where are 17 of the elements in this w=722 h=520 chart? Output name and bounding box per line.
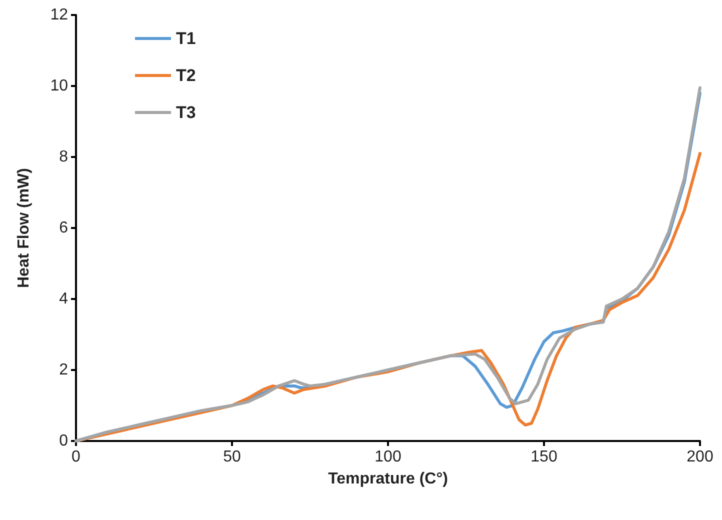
x-tick-label: 150 [530,448,558,466]
y-tick-label: 4 [59,290,68,308]
x-tick-label: 100 [374,448,402,466]
y-tick-label: 10 [50,78,68,94]
y-tick-label: 2 [59,362,68,378]
y-tick-label: 0 [59,432,68,450]
y-axis-title: Heat Flow (mW) [16,168,32,288]
legend-label: T2 [176,66,196,85]
y-tick-label: 12 [50,6,68,24]
x-tick-label: 200 [686,448,714,466]
x-axis-title: Temprature (C°) [328,470,448,488]
x-tick-label: 50 [223,448,241,466]
x-tick-label: 0 [72,448,81,466]
y-tick-label: 6 [59,220,68,236]
legend-label: T1 [176,29,196,48]
legend-label: T3 [176,103,196,122]
y-tick-label: 8 [59,148,68,166]
